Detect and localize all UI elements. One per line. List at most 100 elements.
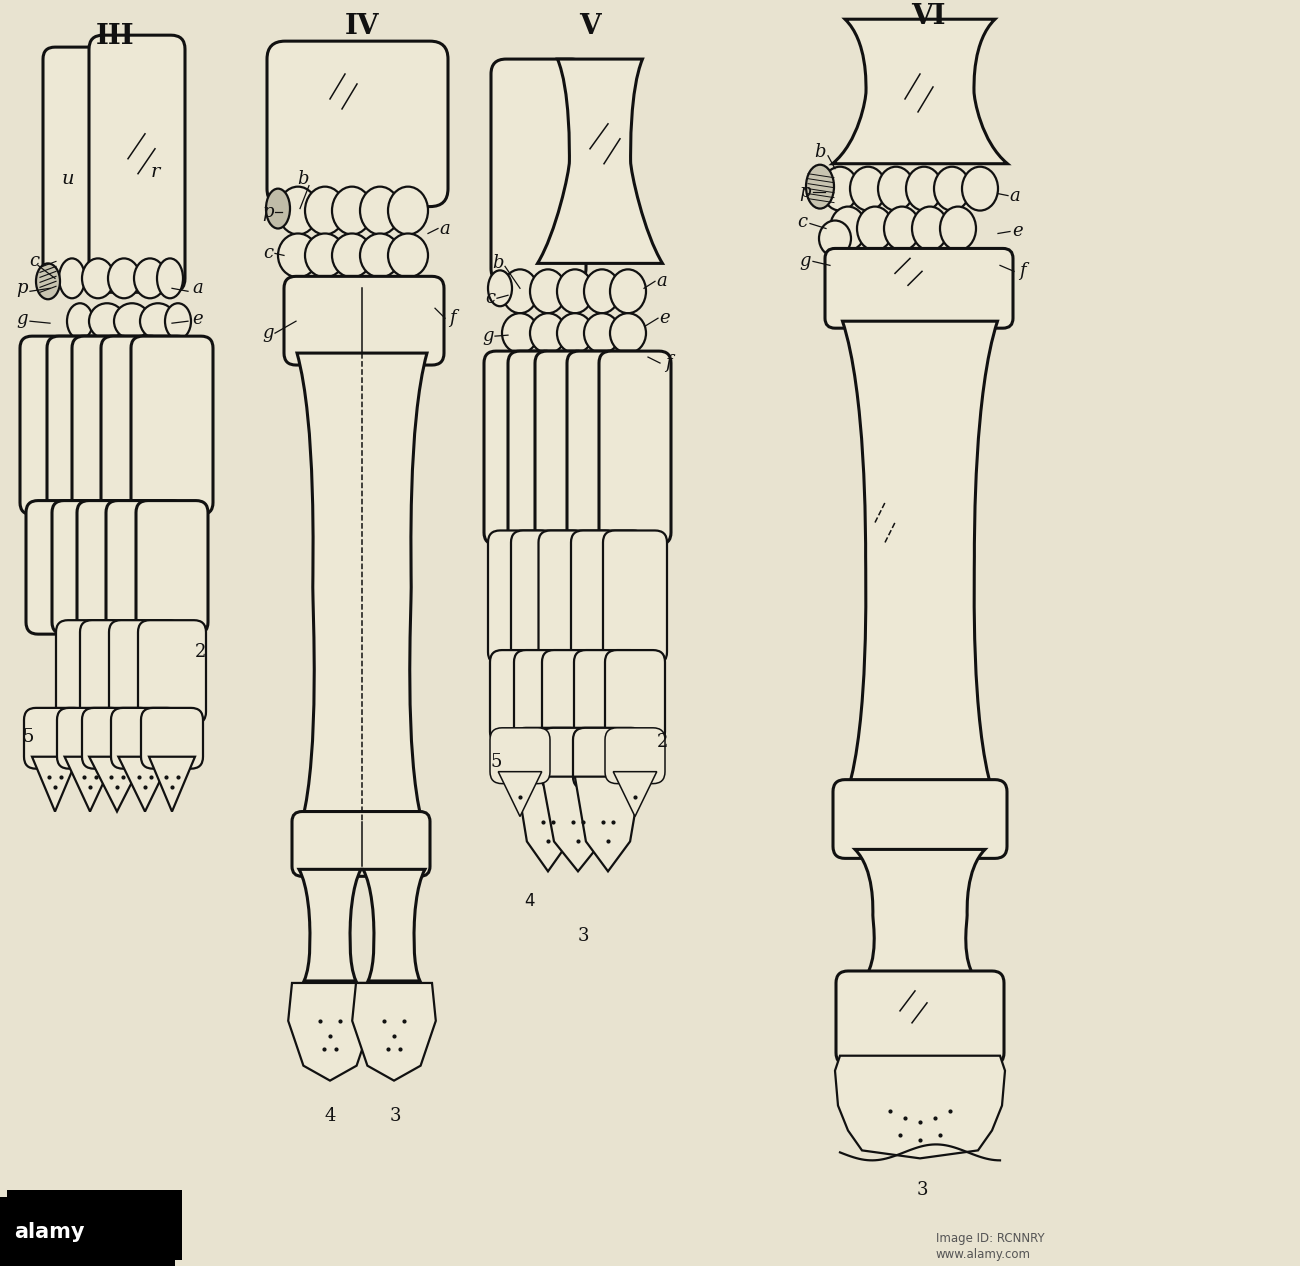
Ellipse shape	[278, 233, 318, 277]
PathPatch shape	[855, 849, 985, 981]
Text: 3: 3	[389, 1106, 400, 1124]
Ellipse shape	[857, 206, 893, 251]
Text: p: p	[16, 280, 27, 298]
FancyBboxPatch shape	[47, 337, 133, 514]
FancyBboxPatch shape	[20, 337, 104, 514]
Text: V: V	[580, 13, 601, 39]
FancyBboxPatch shape	[508, 351, 588, 544]
Ellipse shape	[878, 167, 914, 210]
Ellipse shape	[134, 258, 166, 299]
Ellipse shape	[114, 304, 150, 339]
Ellipse shape	[488, 271, 512, 306]
Ellipse shape	[913, 206, 948, 251]
Ellipse shape	[306, 186, 345, 234]
FancyBboxPatch shape	[43, 47, 105, 285]
Ellipse shape	[933, 167, 970, 210]
FancyBboxPatch shape	[88, 35, 185, 292]
FancyBboxPatch shape	[101, 337, 188, 514]
Text: IV: IV	[344, 13, 380, 39]
Ellipse shape	[278, 186, 318, 234]
Text: f: f	[1019, 262, 1026, 280]
Ellipse shape	[822, 167, 858, 210]
Ellipse shape	[806, 165, 835, 209]
Polygon shape	[90, 757, 144, 812]
FancyBboxPatch shape	[292, 812, 430, 876]
Ellipse shape	[502, 313, 538, 353]
FancyBboxPatch shape	[82, 708, 152, 768]
Ellipse shape	[58, 258, 84, 299]
FancyBboxPatch shape	[567, 351, 649, 544]
Ellipse shape	[332, 186, 372, 234]
Polygon shape	[118, 757, 172, 812]
Polygon shape	[150, 757, 195, 812]
Ellipse shape	[36, 263, 60, 299]
Ellipse shape	[140, 304, 176, 339]
Text: g: g	[263, 324, 274, 342]
FancyBboxPatch shape	[490, 728, 550, 784]
Polygon shape	[498, 772, 542, 817]
Text: $\mathit{4}$: $\mathit{4}$	[524, 893, 536, 910]
Bar	[6, 1190, 182, 1260]
Ellipse shape	[884, 206, 920, 251]
Text: g: g	[482, 327, 494, 346]
Text: b: b	[298, 170, 309, 187]
PathPatch shape	[363, 870, 425, 981]
Polygon shape	[542, 776, 614, 871]
FancyBboxPatch shape	[541, 728, 615, 789]
Text: f: f	[664, 354, 671, 372]
Text: III: III	[96, 23, 134, 49]
Text: 4: 4	[324, 1106, 335, 1124]
Polygon shape	[65, 757, 116, 812]
FancyBboxPatch shape	[514, 649, 582, 743]
Text: 3: 3	[916, 1181, 928, 1199]
FancyBboxPatch shape	[26, 500, 97, 634]
Text: g: g	[800, 252, 811, 271]
Text: f: f	[448, 309, 455, 327]
FancyBboxPatch shape	[488, 530, 552, 665]
FancyBboxPatch shape	[826, 248, 1013, 328]
Ellipse shape	[850, 167, 887, 210]
FancyBboxPatch shape	[266, 41, 448, 206]
Ellipse shape	[360, 233, 400, 277]
Text: VI: VI	[911, 3, 945, 29]
Text: 2: 2	[656, 733, 668, 751]
PathPatch shape	[296, 353, 426, 822]
FancyBboxPatch shape	[573, 728, 644, 789]
Ellipse shape	[829, 206, 866, 251]
FancyBboxPatch shape	[575, 649, 642, 743]
Text: g: g	[16, 310, 27, 328]
FancyBboxPatch shape	[52, 500, 127, 634]
Ellipse shape	[108, 258, 140, 299]
Bar	[0, 1198, 176, 1266]
Text: Image ID: RCNNRY: Image ID: RCNNRY	[936, 1232, 1045, 1244]
Ellipse shape	[584, 270, 620, 313]
Polygon shape	[32, 757, 78, 812]
FancyBboxPatch shape	[491, 60, 586, 284]
Ellipse shape	[610, 313, 646, 353]
Ellipse shape	[306, 233, 345, 277]
Ellipse shape	[610, 270, 646, 313]
Polygon shape	[289, 982, 372, 1081]
FancyBboxPatch shape	[833, 780, 1008, 858]
Text: e: e	[192, 310, 203, 328]
Ellipse shape	[530, 313, 566, 353]
FancyBboxPatch shape	[56, 620, 124, 724]
FancyBboxPatch shape	[484, 351, 556, 544]
FancyBboxPatch shape	[109, 620, 181, 724]
Text: a: a	[656, 272, 667, 290]
FancyBboxPatch shape	[138, 620, 205, 724]
Ellipse shape	[88, 304, 125, 339]
FancyBboxPatch shape	[81, 620, 153, 724]
Ellipse shape	[266, 189, 290, 228]
Ellipse shape	[556, 270, 593, 313]
Text: 5: 5	[490, 753, 502, 771]
Text: p: p	[263, 203, 274, 220]
Ellipse shape	[68, 304, 94, 339]
FancyBboxPatch shape	[603, 530, 667, 665]
FancyBboxPatch shape	[571, 530, 645, 665]
Ellipse shape	[332, 233, 372, 277]
Text: c: c	[797, 213, 807, 230]
Text: b: b	[493, 254, 504, 272]
FancyBboxPatch shape	[57, 708, 124, 768]
PathPatch shape	[832, 19, 1008, 163]
